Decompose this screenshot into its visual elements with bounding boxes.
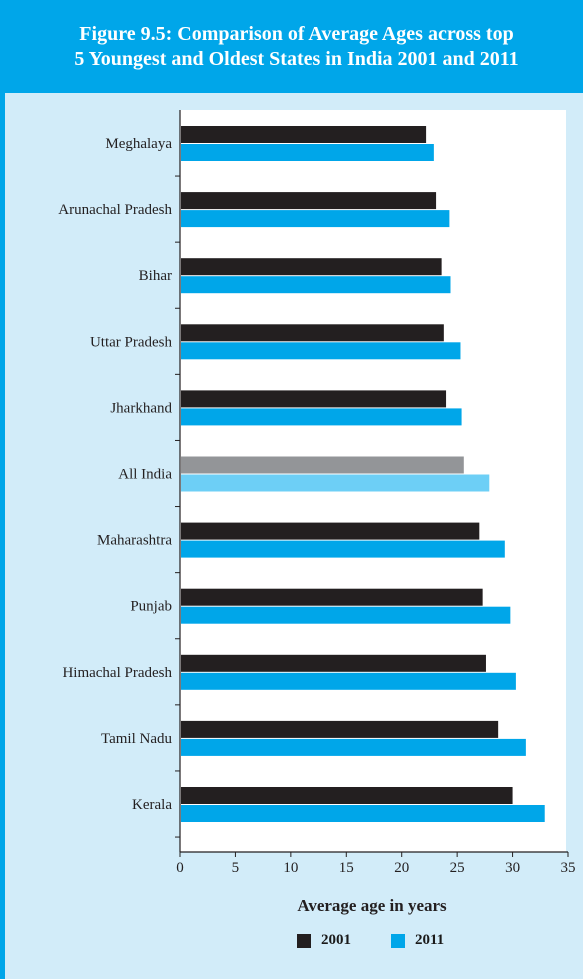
bar-punjab-2001 bbox=[181, 588, 483, 606]
bar-uttar-pradesh-2001 bbox=[181, 324, 444, 342]
figure-title: Figure 9.5: Comparison of Average Ages a… bbox=[17, 22, 577, 72]
category-label-himachal-pradesh: Himachal Pradesh bbox=[62, 665, 172, 681]
category-label-tamil-nadu: Tamil Nadu bbox=[101, 731, 173, 747]
x-tick-label-0: 0 bbox=[176, 860, 184, 876]
category-label-bihar: Bihar bbox=[139, 268, 172, 284]
category-label-jharkhand: Jharkhand bbox=[110, 400, 172, 416]
bar-all-india-2011 bbox=[181, 474, 490, 492]
category-label-punjab: Punjab bbox=[130, 599, 172, 615]
x-tick-label-10: 10 bbox=[283, 860, 298, 876]
x-tick-label-35: 35 bbox=[561, 860, 576, 876]
bar-meghalaya-2001 bbox=[181, 126, 427, 143]
bar-meghalaya-2011 bbox=[181, 144, 434, 161]
bar-jharkhand-2001 bbox=[181, 390, 447, 408]
bar-bihar-2011 bbox=[181, 276, 451, 294]
bar-tamil-nadu-2001 bbox=[181, 720, 499, 738]
category-label-arunachal-pradesh: Arunachal Pradesh bbox=[58, 202, 172, 218]
bar-jharkhand-2011 bbox=[181, 408, 462, 426]
bar-uttar-pradesh-2011 bbox=[181, 342, 461, 360]
category-label-maharashtra: Maharashtra bbox=[97, 533, 172, 549]
x-axis-title: Average age in years bbox=[297, 896, 447, 915]
x-tick-label-25: 25 bbox=[450, 860, 465, 876]
legend-item-2001: 2001 bbox=[297, 932, 351, 949]
legend-swatch-2001 bbox=[297, 933, 311, 948]
bar-kerala-2011 bbox=[181, 805, 545, 822]
legend-label-2001: 2001 bbox=[321, 932, 351, 948]
category-label-all-india: All India bbox=[118, 467, 172, 483]
bar-maharashtra-2001 bbox=[181, 522, 480, 540]
bar-arunachal-pradesh-2001 bbox=[181, 192, 437, 210]
bar-tamil-nadu-2011 bbox=[181, 738, 526, 756]
x-tick-label-5: 5 bbox=[232, 860, 240, 876]
bar-himachal-pradesh-2011 bbox=[181, 672, 516, 690]
category-label-kerala: Kerala bbox=[132, 797, 172, 813]
bar-arunachal-pradesh-2011 bbox=[181, 210, 450, 228]
category-label-meghalaya: Meghalaya bbox=[105, 136, 172, 152]
bar-punjab-2011 bbox=[181, 606, 511, 624]
category-label-uttar-pradesh: Uttar Pradesh bbox=[90, 334, 173, 350]
legend: 2001 2011 bbox=[5, 932, 583, 962]
x-tick-label-15: 15 bbox=[339, 860, 354, 876]
figure-title-line-1: Figure 9.5: Comparison of Average Ages a… bbox=[79, 22, 514, 45]
x-tick-label-20: 20 bbox=[394, 860, 409, 876]
bar-maharashtra-2011 bbox=[181, 540, 505, 558]
bar-chart: Meghalaya Arunachal Pradesh Bihar Uttar Pra… bbox=[58, 110, 576, 915]
legend-item-2011: 2011 bbox=[391, 932, 444, 949]
legend-swatch-2011 bbox=[391, 933, 405, 948]
bar-kerala-2001 bbox=[181, 787, 513, 804]
x-tick-label-30: 30 bbox=[505, 860, 520, 876]
bar-himachal-pradesh-2001 bbox=[181, 654, 486, 672]
figure-title-line-2: 5 Youngest and Oldest States in India 20… bbox=[74, 47, 519, 70]
figure-header: Figure 9.5: Comparison of Average Ages a… bbox=[5, 0, 583, 93]
bar-bihar-2001 bbox=[181, 258, 442, 276]
legend-label-2011: 2011 bbox=[415, 932, 445, 948]
bar-all-india-2001 bbox=[181, 456, 464, 474]
